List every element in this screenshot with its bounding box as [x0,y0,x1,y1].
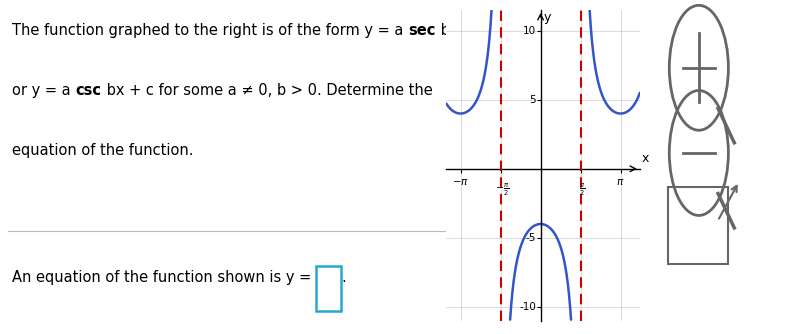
Text: $-\frac{\pi}{2}$: $-\frac{\pi}{2}$ [495,181,509,198]
Text: x: x [641,152,649,165]
Text: sec: sec [408,23,436,38]
Text: -10: -10 [519,302,536,312]
Text: bx + c for some a ≠ 0, b > 0. Determine the: bx + c for some a ≠ 0, b > 0. Determine … [102,83,432,98]
Text: An equation of the function shown is y =: An equation of the function shown is y = [13,270,316,285]
Text: 5: 5 [529,95,536,105]
Text: .: . [342,270,347,285]
Text: bx + c: bx + c [436,23,487,38]
Text: -5: -5 [525,233,536,243]
Text: 10: 10 [523,26,536,36]
Text: $-\pi$: $-\pi$ [452,177,469,187]
Text: $\pi$: $\pi$ [616,177,625,187]
Text: y: y [544,11,551,24]
Text: equation of the function.: equation of the function. [13,143,194,158]
Text: The function graphed to the right is of the form y = a: The function graphed to the right is of … [13,23,408,38]
Text: $\frac{\pi}{2}$: $\frac{\pi}{2}$ [579,181,585,198]
Text: An equation of the function shown is y =: An equation of the function shown is y = [13,270,316,285]
Bar [668,187,728,264]
Bar [316,266,340,311]
Text: csc: csc [76,83,102,98]
Text: or y = a: or y = a [13,83,76,98]
